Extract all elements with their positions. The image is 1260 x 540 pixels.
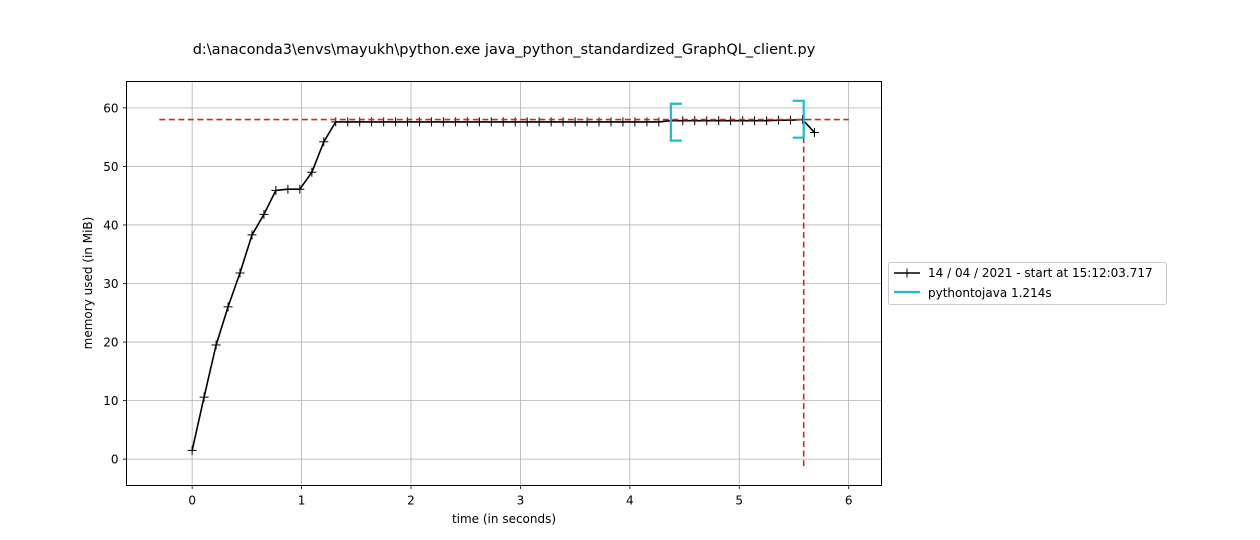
data-point-marker (618, 117, 628, 127)
x-tick-label: 1 (298, 494, 306, 508)
data-point-marker (438, 117, 448, 127)
data-point-marker (630, 117, 640, 127)
data-point-marker (522, 117, 532, 127)
data-point-marker (283, 184, 293, 194)
data-point-marker (762, 116, 772, 126)
data-point-marker (498, 117, 508, 127)
y-tick-label: 60 (103, 101, 118, 115)
data-point-marker (319, 137, 329, 147)
data-point-marker (462, 117, 472, 127)
x-tick-label: 6 (845, 494, 853, 508)
data-point-marker (307, 167, 317, 177)
chart-title: d:\anaconda3\envs\mayukh\python.exe java… (193, 42, 816, 58)
data-point-marker (534, 117, 544, 127)
data-point-marker (486, 117, 496, 127)
data-point-marker (642, 117, 652, 127)
y-tick-label: 30 (103, 277, 118, 291)
data-point-marker (450, 117, 460, 127)
legend-box (888, 262, 1167, 305)
data-point-marker (415, 117, 425, 127)
y-axis-label: memory used (in MiB) (81, 217, 95, 350)
data-point-marker (235, 268, 245, 278)
data-point-marker (259, 209, 269, 219)
data-point-marker (343, 117, 353, 127)
data-point-marker (726, 116, 736, 126)
data-point-marker (187, 445, 197, 455)
data-point-marker (570, 117, 580, 127)
data-point-marker (510, 117, 520, 127)
data-point-marker (391, 117, 401, 127)
data-point-marker (654, 117, 664, 127)
data-point-marker (379, 117, 389, 127)
data-point-marker (809, 127, 819, 137)
x-tick-label: 2 (407, 494, 415, 508)
legend-marker-series (902, 268, 912, 278)
data-point-marker (474, 117, 484, 127)
data-point-marker (594, 117, 604, 127)
data-point-marker (367, 117, 377, 127)
data-point-marker (199, 392, 209, 402)
data-point-marker (426, 117, 436, 127)
data-point-marker (355, 117, 365, 127)
y-tick-label: 20 (103, 336, 118, 350)
data-point-marker (714, 116, 724, 126)
bracket-start (669, 102, 682, 142)
data-point-marker (295, 184, 305, 194)
data-point-marker (690, 116, 700, 126)
data-point-marker (558, 117, 568, 127)
data-point-marker (271, 185, 281, 195)
x-tick-label: 5 (735, 494, 743, 508)
x-tick-label: 0 (188, 494, 196, 508)
y-tick-label: 10 (103, 394, 118, 408)
y-tick-label: 40 (103, 218, 118, 232)
data-point-marker (211, 340, 221, 350)
data-point-marker (331, 117, 341, 127)
x-axis-label: time (in seconds) (452, 512, 556, 526)
data-point-marker (678, 116, 688, 126)
data-point-marker (582, 117, 592, 127)
data-point-marker (738, 116, 748, 126)
data-point-marker (247, 230, 257, 240)
bracket-end (792, 99, 805, 139)
data-point-marker (606, 117, 616, 127)
legend-label-brackets: pythontojava 1.214s (928, 286, 1052, 300)
legend-label-series: 14 / 04 / 2021 - start at 15:12:03.717 (928, 266, 1153, 280)
y-tick-label: 0 (111, 453, 119, 467)
data-point-marker (750, 116, 760, 126)
data-point-marker (702, 116, 712, 126)
data-point-marker (546, 117, 556, 127)
data-point-marker (223, 302, 233, 312)
plot-data (159, 99, 849, 467)
x-tick-label: 3 (517, 494, 525, 508)
x-tick-label: 4 (626, 494, 634, 508)
grid (126, 81, 882, 486)
legend: 14 / 04 / 2021 - start at 15:12:03.717 p… (888, 262, 1167, 305)
y-tick-label: 50 (103, 160, 118, 174)
